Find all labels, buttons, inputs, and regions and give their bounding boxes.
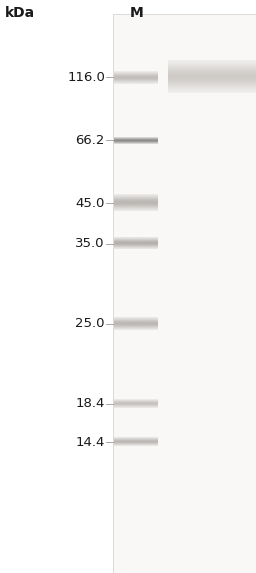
Text: 14.4: 14.4 [76,436,105,449]
Bar [113,14,256,573]
Text: kDa: kDa [5,6,35,20]
Text: 25.0: 25.0 [76,317,105,330]
Text: 35.0: 35.0 [76,237,105,250]
Text: M: M [130,6,144,20]
Text: 116.0: 116.0 [67,71,105,84]
Text: 45.0: 45.0 [76,197,105,210]
Text: 66.2: 66.2 [76,134,105,147]
Text: 18.4: 18.4 [76,398,105,410]
